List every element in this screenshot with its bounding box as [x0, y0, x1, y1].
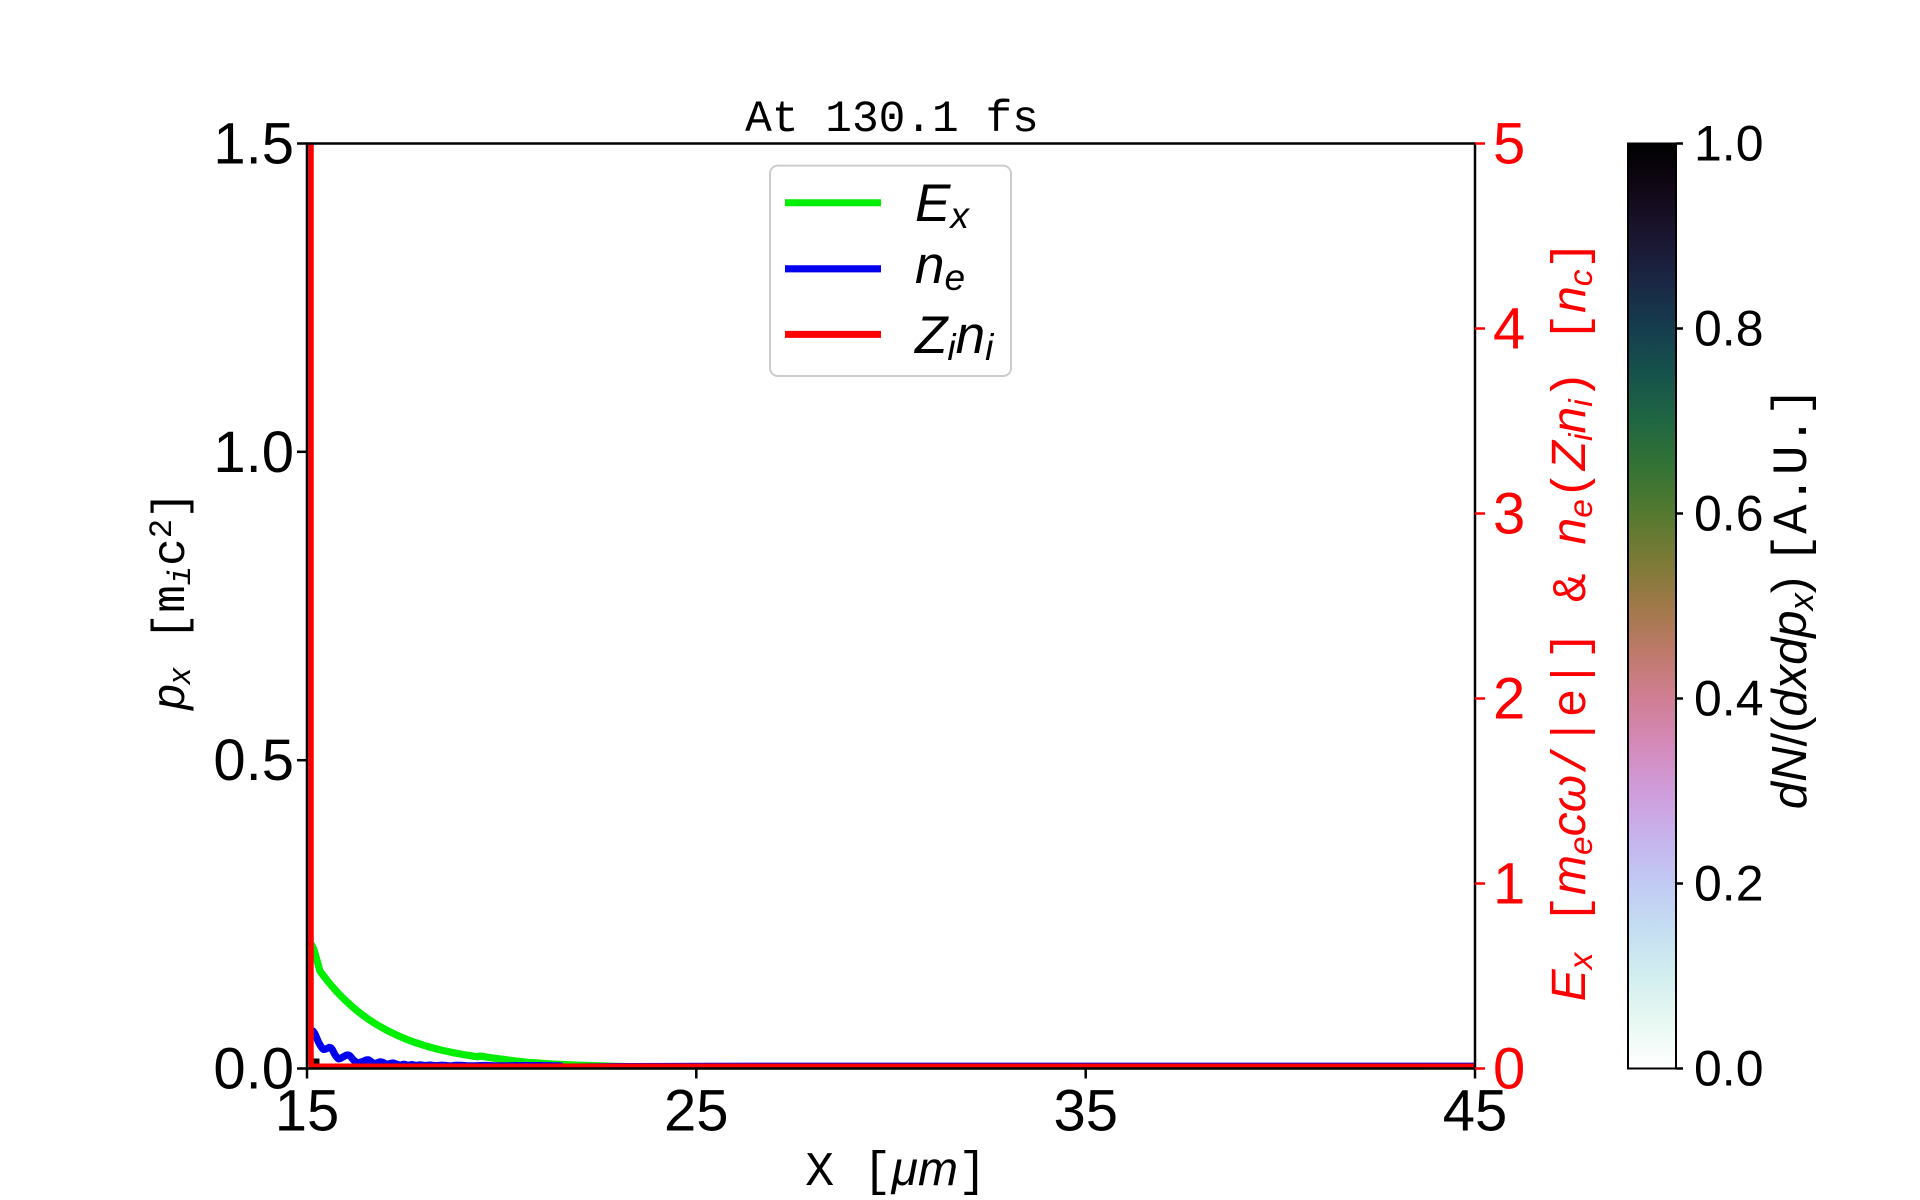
svg-text:0: 0 — [1493, 1037, 1525, 1102]
svg-text:dN/(dxdpx) [A.U.]: dN/(dxdpx) [A.U.] — [1763, 387, 1821, 809]
svg-text:px [mic2]: px [mic2] — [142, 491, 200, 711]
svg-text:0.8: 0.8 — [1694, 301, 1764, 357]
svg-text:5: 5 — [1493, 112, 1525, 177]
svg-text:3: 3 — [1493, 482, 1525, 547]
svg-text:0.4: 0.4 — [1694, 671, 1764, 727]
svg-text:1.0: 1.0 — [1694, 116, 1764, 172]
svg-text:1.5: 1.5 — [213, 112, 294, 177]
svg-text:X [μm]: X [μm] — [805, 1143, 987, 1200]
svg-text:0.2: 0.2 — [1694, 856, 1764, 912]
svg-text:35: 35 — [1053, 1079, 1118, 1144]
svg-text:0.0: 0.0 — [213, 1037, 294, 1102]
svg-text:1: 1 — [1493, 852, 1525, 917]
svg-text:1.0: 1.0 — [213, 420, 294, 485]
svg-text:0.0: 0.0 — [1694, 1041, 1764, 1097]
svg-text:2: 2 — [1493, 667, 1525, 732]
svg-text:At 130.1 fs: At 130.1 fs — [745, 95, 1039, 145]
svg-text:4: 4 — [1493, 297, 1525, 362]
svg-text:0.6: 0.6 — [1694, 486, 1764, 542]
svg-text:0.5: 0.5 — [213, 728, 294, 793]
svg-text:Ex [mecω/|e|] & ne(Zini) [nc]: Ex [mecω/|e|] & ne(Zini) [nc] — [1543, 241, 1600, 1002]
svg-text:Ex: Ex — [915, 174, 970, 236]
svg-text:45: 45 — [1443, 1079, 1508, 1144]
svg-text:15: 15 — [275, 1079, 340, 1144]
svg-text:25: 25 — [664, 1079, 729, 1144]
